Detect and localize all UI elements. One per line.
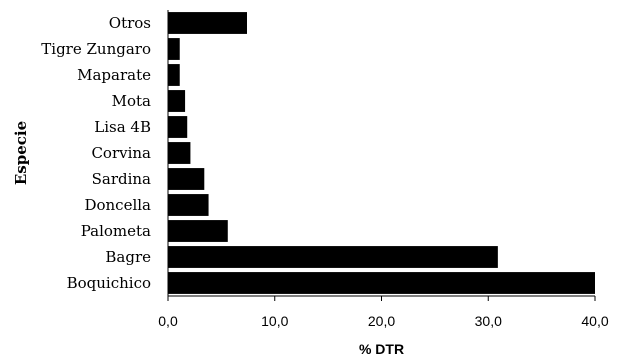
bar-tigre-zungaro [168,38,180,60]
bar-sardina [168,168,205,190]
bar-maparate [168,64,180,86]
category-label: Mota [112,92,151,110]
x-tick-label: 30,0 [475,313,502,329]
y-axis-title: Especie [12,121,30,185]
category-label: Tigre Zungaro [41,40,151,58]
category-label: Maparate [77,66,151,84]
category-label: Doncella [84,196,151,214]
bar-palometa [168,220,228,242]
bar-corvina [168,142,191,164]
category-label: Palometa [81,222,151,240]
bar-doncella [168,194,209,216]
category-labels: Otros Tigre Zungaro Maparate Mota Lisa 4B Cor… [41,14,151,292]
bar-otros [168,12,247,34]
category-label: Sardina [92,170,151,188]
x-tick-label: 40,0 [581,313,608,329]
x-tick-label: 10,0 [261,313,288,329]
x-ticks: 0,0 10,0 20,0 30,0 40,0 [158,296,609,329]
bar-boquichico [168,272,595,294]
category-label: Bagre [105,248,151,266]
bars-group [168,12,595,294]
category-label: Boquichico [67,274,151,292]
x-tick-label: 0,0 [158,313,178,329]
category-label: Lisa 4B [94,118,151,136]
x-tick-label: 20,0 [368,313,395,329]
bar-bagre [168,246,498,268]
bar-mota [168,90,186,112]
category-label: Otros [109,14,151,32]
bar-lisa-4b [168,116,188,138]
category-label: Corvina [91,144,151,162]
x-axis-title: % DTR [359,341,404,357]
